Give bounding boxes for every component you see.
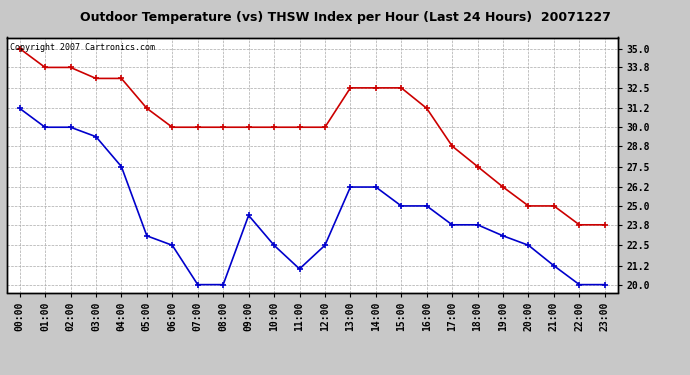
Text: Outdoor Temperature (vs) THSW Index per Hour (Last 24 Hours)  20071227: Outdoor Temperature (vs) THSW Index per … xyxy=(79,11,611,24)
Text: Copyright 2007 Cartronics.com: Copyright 2007 Cartronics.com xyxy=(10,43,155,52)
